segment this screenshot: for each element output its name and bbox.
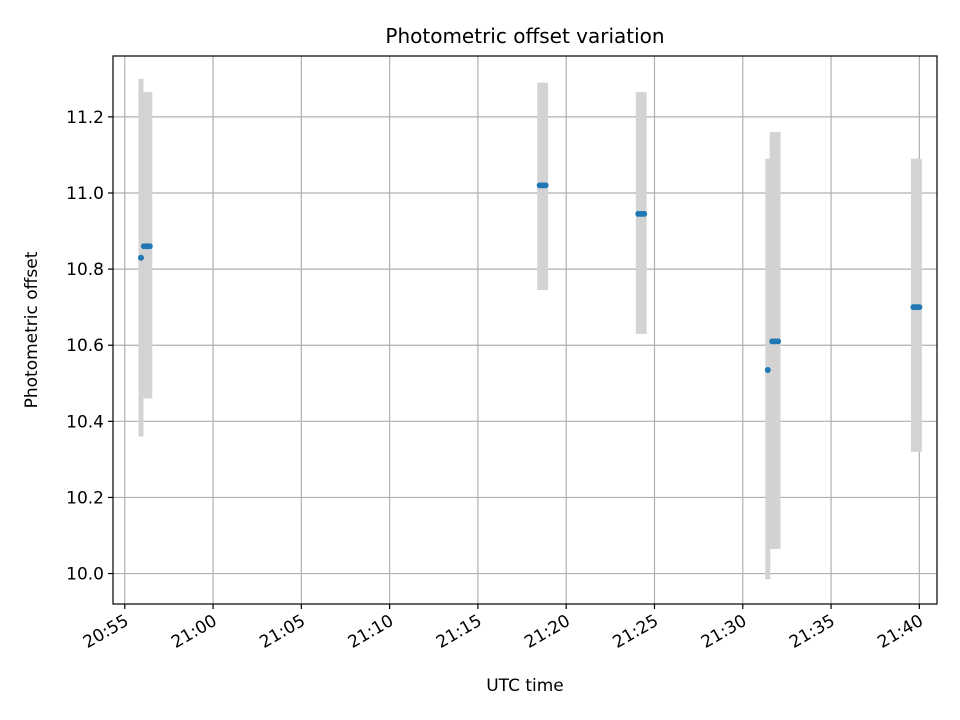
y-tick-label: 10.2 xyxy=(66,488,104,508)
x-axis-label: UTC time xyxy=(486,676,564,696)
data-point xyxy=(764,366,771,373)
data-point xyxy=(916,304,923,311)
data-points xyxy=(137,182,923,373)
plot-frame xyxy=(112,55,938,605)
y-tick-label: 10.0 xyxy=(66,565,104,585)
y-tick-label: 10.4 xyxy=(66,412,104,432)
data-point xyxy=(775,338,782,345)
y-tick-label: 10.6 xyxy=(66,336,104,356)
y-tick-label: 10.8 xyxy=(66,260,104,280)
y-tick-label: 11.0 xyxy=(66,184,104,204)
chart-title: Photometric offset variation xyxy=(385,24,664,48)
data-point xyxy=(137,254,144,261)
y-axis-label: Photometric offset xyxy=(22,251,42,408)
data-point xyxy=(542,182,549,189)
y-tick-label: 11.2 xyxy=(66,108,104,128)
data-point xyxy=(146,243,153,250)
data-point xyxy=(641,210,648,217)
